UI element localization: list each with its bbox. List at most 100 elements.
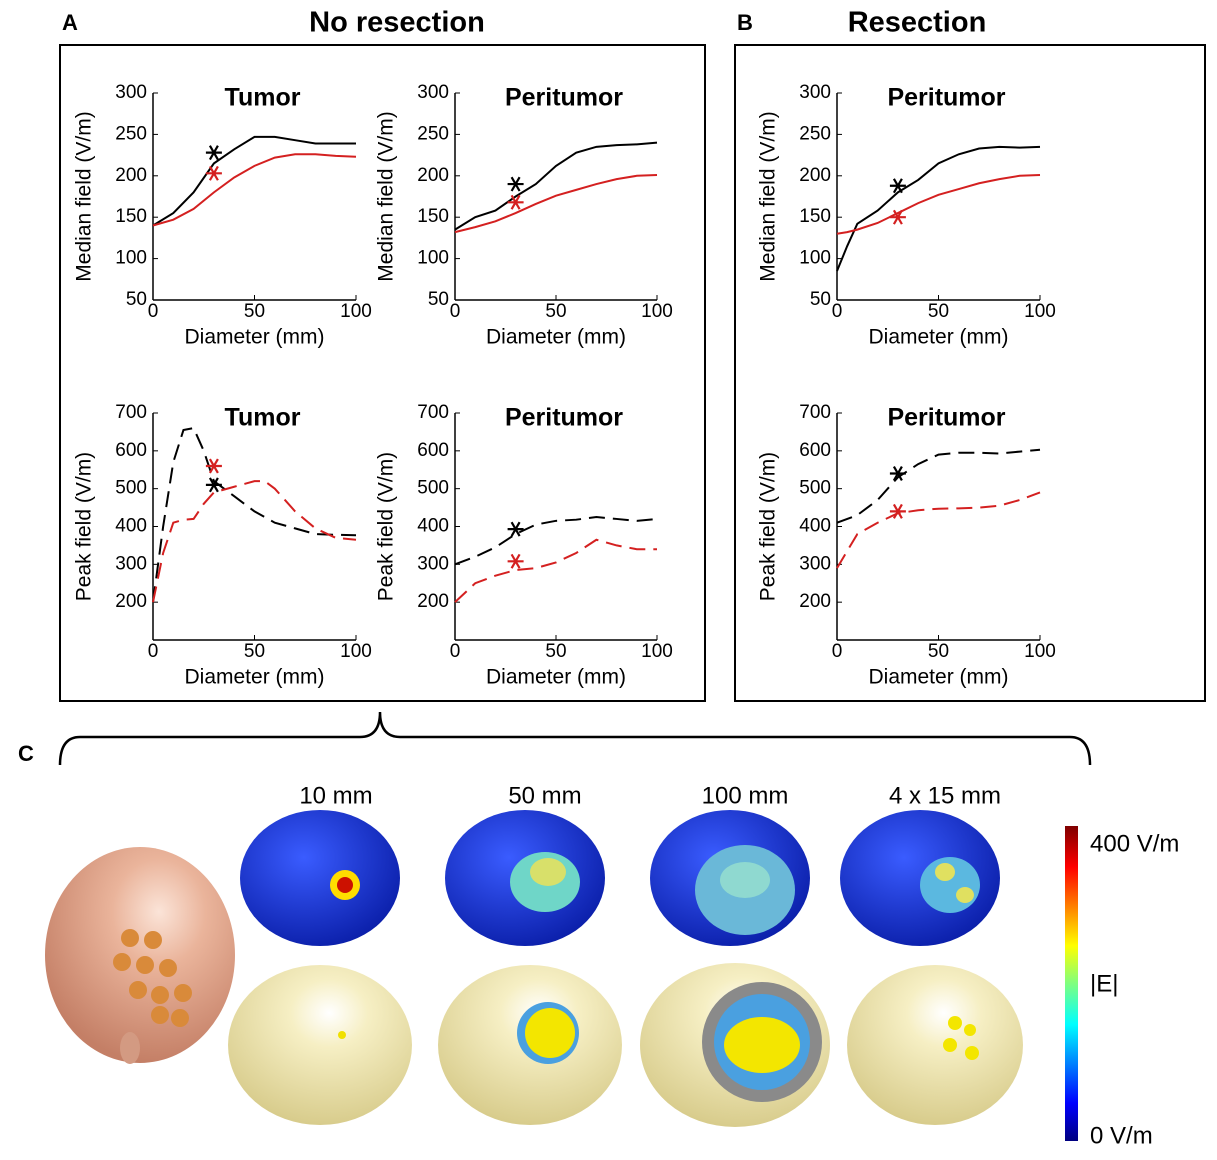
colorbar — [1065, 826, 1078, 1141]
y-tick-label: 200 — [799, 165, 831, 186]
asterisk-marker — [890, 179, 906, 193]
y-tick-label: 400 — [115, 516, 147, 537]
y-tick-label: 250 — [417, 123, 449, 144]
chart-title: Tumor — [225, 84, 301, 112]
y-tick-label: 200 — [115, 591, 147, 612]
y-axis-label: Median field (V/m) — [757, 111, 780, 281]
y-tick-label: 600 — [417, 440, 449, 461]
y-tick-label: 300 — [417, 82, 449, 103]
asterisk-marker — [508, 554, 524, 568]
x-tick-label: 50 — [545, 301, 566, 322]
y-tick-label: 700 — [115, 402, 147, 423]
x-axis-label: Diameter (mm) — [869, 666, 1009, 689]
x-tick-label: 0 — [450, 641, 461, 662]
colorbar-label: |E| — [1090, 970, 1118, 997]
y-tick-label: 300 — [799, 553, 831, 574]
image-label: 100 mm — [702, 782, 789, 809]
chart-title: Peritumor — [505, 84, 623, 112]
asterisk-marker — [206, 166, 222, 180]
y-axis-label: Peak field (V/m) — [73, 452, 96, 601]
y-axis-label: Median field (V/m) — [73, 111, 96, 281]
x-tick-label: 100 — [641, 301, 673, 322]
panel-label: C — [18, 741, 34, 766]
image-label: 10 mm — [299, 782, 372, 809]
x-tick-label: 100 — [1024, 641, 1056, 662]
image-label: 50 mm — [508, 782, 581, 809]
x-tick-label: 50 — [928, 301, 949, 322]
panel-label: B — [737, 10, 753, 35]
y-tick-label: 50 — [810, 289, 831, 310]
y-tick-label: 400 — [799, 516, 831, 537]
series-line — [837, 450, 1040, 523]
chart-title: Peritumor — [887, 84, 1005, 112]
asterisk-marker — [508, 522, 524, 536]
series-line — [153, 428, 356, 602]
series-line — [837, 147, 1040, 271]
panel-title: No resection — [309, 7, 485, 39]
y-tick-label: 300 — [115, 553, 147, 574]
x-axis-label: Diameter (mm) — [486, 326, 626, 349]
y-tick-label: 200 — [417, 165, 449, 186]
x-tick-label: 0 — [450, 301, 461, 322]
y-tick-label: 500 — [417, 478, 449, 499]
x-axis-label: Diameter (mm) — [869, 326, 1009, 349]
y-axis-label: Peak field (V/m) — [757, 452, 780, 601]
series-line — [455, 517, 657, 564]
y-tick-label: 150 — [115, 206, 147, 227]
series-line — [455, 175, 657, 232]
x-tick-label: 50 — [244, 641, 265, 662]
x-tick-label: 0 — [148, 641, 159, 662]
y-tick-label: 200 — [417, 591, 449, 612]
chart-title: Peritumor — [505, 404, 623, 432]
y-axis-label: Median field (V/m) — [375, 111, 398, 281]
skull-images — [228, 963, 1023, 1127]
y-tick-label: 150 — [799, 206, 831, 227]
x-tick-label: 100 — [641, 641, 673, 662]
figure: A No resection B Resection C 10 mm 50 mm… — [0, 0, 1217, 1160]
y-tick-label: 250 — [799, 123, 831, 144]
brace — [60, 712, 1090, 765]
x-tick-label: 0 — [832, 641, 843, 662]
series-line — [153, 481, 356, 602]
panel-label: A — [62, 10, 78, 35]
x-tick-label: 100 — [340, 301, 372, 322]
brain-images — [240, 810, 1000, 946]
y-tick-label: 400 — [417, 516, 449, 537]
colorbar-min: 0 V/m — [1090, 1122, 1153, 1149]
y-tick-label: 150 — [417, 206, 449, 227]
y-tick-label: 600 — [799, 440, 831, 461]
colorbar-max: 400 V/m — [1090, 830, 1179, 857]
x-tick-label: 100 — [1024, 301, 1056, 322]
series-line — [455, 540, 657, 602]
y-tick-label: 500 — [115, 478, 147, 499]
x-tick-label: 0 — [148, 301, 159, 322]
y-tick-label: 100 — [115, 248, 147, 269]
y-tick-label: 100 — [799, 248, 831, 269]
series-line — [455, 143, 657, 230]
series-line — [153, 154, 356, 225]
chart-title: Tumor — [225, 404, 301, 432]
x-tick-label: 50 — [928, 641, 949, 662]
image-label: 4 x 15 mm — [889, 782, 1001, 809]
series-line — [837, 492, 1040, 568]
y-tick-label: 700 — [799, 402, 831, 423]
x-axis-label: Diameter (mm) — [185, 666, 325, 689]
y-tick-label: 600 — [115, 440, 147, 461]
x-tick-label: 50 — [244, 301, 265, 322]
y-tick-label: 300 — [799, 82, 831, 103]
y-tick-label: 100 — [417, 248, 449, 269]
y-tick-label: 200 — [115, 165, 147, 186]
y-axis-label: Peak field (V/m) — [375, 452, 398, 601]
y-tick-label: 300 — [417, 553, 449, 574]
head-image — [45, 847, 235, 1064]
chart-title: Peritumor — [887, 404, 1005, 432]
y-tick-label: 250 — [115, 123, 147, 144]
x-axis-label: Diameter (mm) — [486, 666, 626, 689]
y-tick-label: 500 — [799, 478, 831, 499]
series-line — [153, 137, 356, 226]
x-tick-label: 0 — [832, 301, 843, 322]
asterisk-marker — [206, 146, 222, 160]
asterisk-marker — [508, 177, 524, 191]
x-tick-label: 50 — [545, 641, 566, 662]
y-tick-label: 50 — [126, 289, 147, 310]
